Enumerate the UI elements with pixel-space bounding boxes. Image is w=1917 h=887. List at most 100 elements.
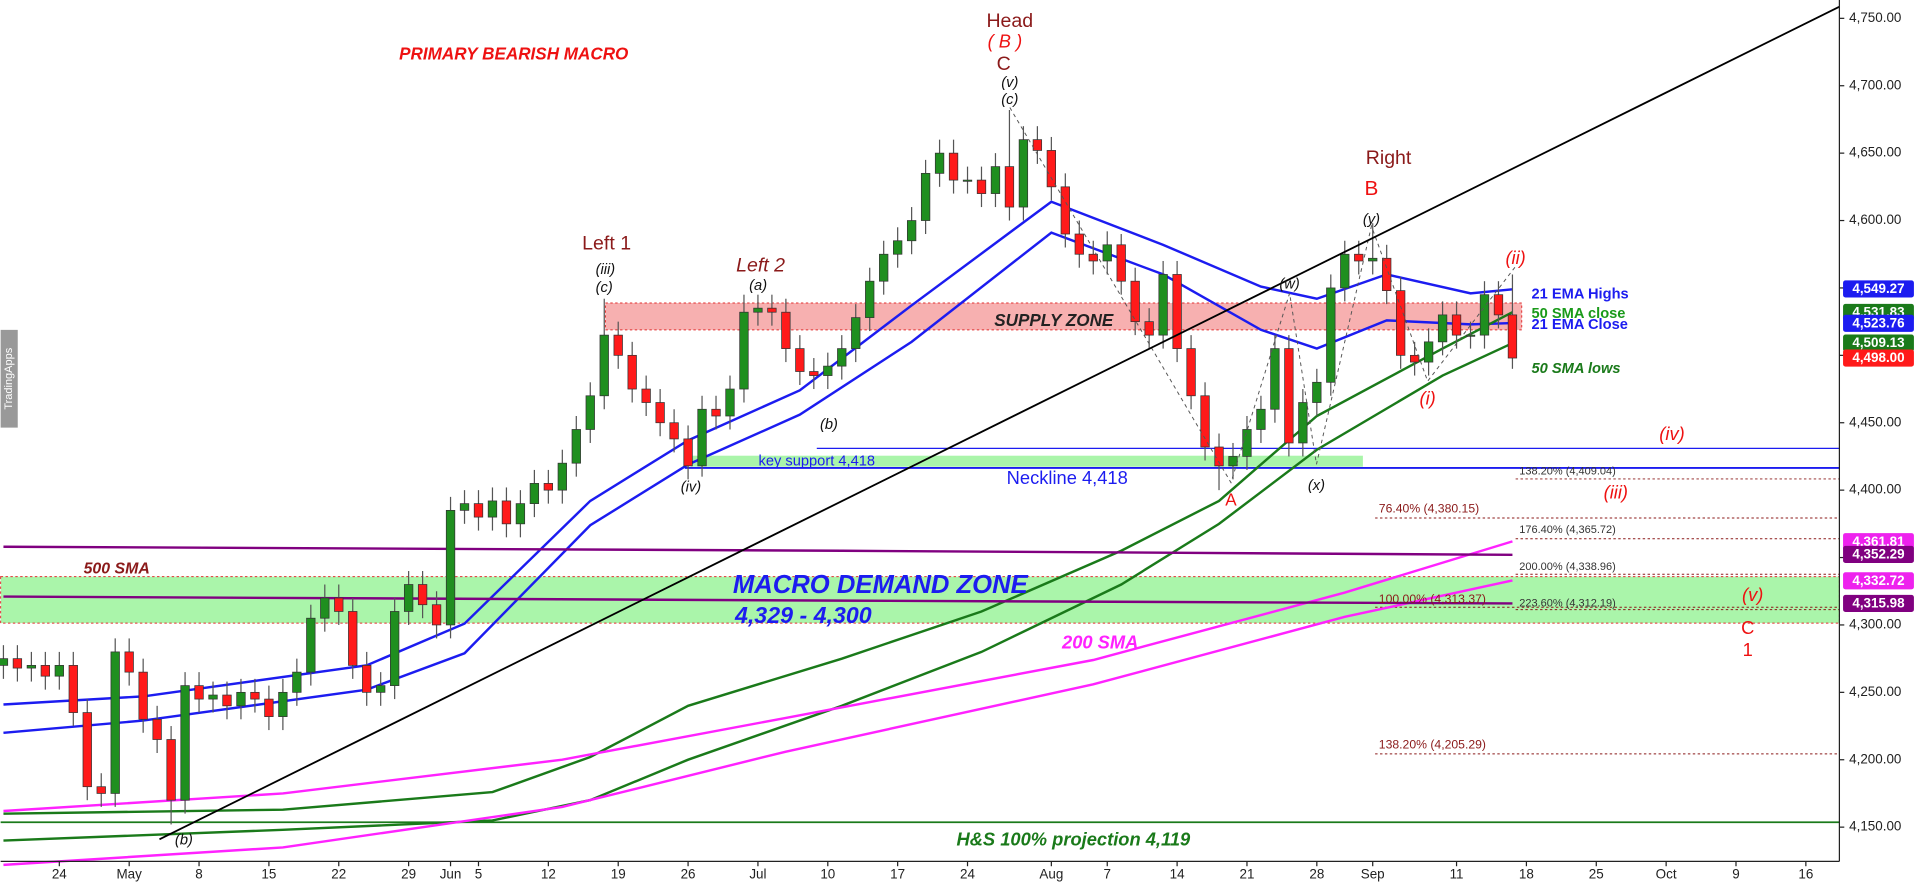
candle-body [194,685,204,700]
candle-body [1088,253,1098,262]
candle-body [152,718,162,740]
x-tick-label: 8 [195,866,202,881]
x-tick-label: 26 [681,866,696,881]
price-tag-label: 4,315.98 [1852,596,1905,611]
candle-body [320,597,330,619]
annotation: PRIMARY BEARISH MACRO [399,44,629,63]
candle-body [613,334,623,356]
candle-body [1102,244,1112,262]
wave-lines [1009,107,1517,484]
candle-body [278,691,288,717]
candle-body [68,665,78,713]
candle-body [417,584,428,606]
ma-line [3,231,1513,735]
y-tick-label: 4,600.00 [1849,212,1901,227]
candle-body [264,698,274,717]
candle-body [445,509,456,626]
candle-body [1368,257,1378,262]
candle-body [1018,139,1029,208]
ma-line [3,545,1513,557]
fib-label: 138.20% (4,205.29) [1379,737,1486,751]
annotation: Head [986,10,1033,32]
series-label: 200 SMA [1061,632,1138,653]
candle-body [459,503,470,511]
candle-body [1270,348,1280,410]
candle-body [54,665,64,677]
watermark-box [0,329,18,428]
x-tick-label: 29 [401,866,416,881]
candles [0,109,1518,825]
candle-body [837,348,847,367]
candle-body [250,691,260,700]
ma-line [3,540,1513,813]
candle-body [362,665,372,693]
candle-body [236,691,246,707]
candle-body [683,438,693,467]
candle-body [529,483,540,504]
annotation: C [997,53,1011,75]
annotation: Right [1366,147,1412,169]
candle-body [1354,253,1364,262]
candle-body [180,685,190,801]
trendline [159,2,1846,841]
candle-body [376,685,386,693]
candle-body [208,694,218,700]
price-tag-label: 4,352.29 [1852,547,1904,562]
ma-line [3,595,1513,605]
y-tick-label: 4,200.00 [1849,751,1901,766]
candle-body [795,348,805,372]
candle-body [962,179,973,182]
candle-body [403,584,414,612]
x-tick-label: 28 [1309,866,1324,881]
candle-body [124,651,134,673]
price-tags: 4,549.274,531.834,523.764,509.134,498.00… [1843,280,1914,612]
y-tick-label: 4,400.00 [1849,482,1901,497]
candle-body [1298,402,1308,444]
candle-body [292,671,302,693]
candle-body [501,500,512,525]
candle-body [893,240,903,255]
series-label: 50 SMA close [1532,306,1626,322]
fib-label: 138.20% (4,409.04) [1519,466,1616,478]
candle-body [823,365,833,376]
candle-body [348,611,358,666]
annotation: (iii) [596,262,616,278]
candle-body [990,166,1001,194]
price-tag-label: 4,549.27 [1852,281,1904,296]
candle-body [599,334,609,397]
price-tag-label: 4,361.81 [1852,534,1905,549]
x-tick-label: Aug [1039,866,1063,881]
x-tick-label: 24 [52,866,67,881]
y-tick-label: 4,700.00 [1849,77,1901,92]
candle-body [1451,314,1462,336]
candle-body [948,152,959,181]
candle-body [934,152,945,174]
candle-body [920,172,931,221]
candle-body [1046,150,1056,188]
candle-body [809,371,819,376]
price-tag [1843,533,1914,551]
candle-body [1326,287,1336,383]
x-tick-label: 7 [1104,866,1111,881]
candle-body [1437,314,1448,343]
wave-path [1009,107,1517,484]
candle-body [334,597,344,612]
annotation: (iv) [681,479,701,495]
x-tick-label: Oct [1656,866,1677,881]
annotation: (v) [1001,75,1018,91]
annotation: Left 2 [736,255,785,277]
price-tag [1843,594,1914,612]
price-tag [1843,545,1914,564]
candle-body [166,739,176,801]
axes: 4,150.004,200.004,250.004,300.004,350.00… [52,10,1902,881]
annotation: A [1225,490,1237,509]
candle-body [739,311,749,390]
fib-label: 200.00% (4,338.96) [1519,561,1616,573]
price-tag [1843,280,1914,298]
price-tag [1843,572,1914,590]
annotation: Left 1 [582,233,631,255]
candle-body [571,429,581,464]
x-tick-label: May [117,866,143,881]
candle-body [1396,290,1406,356]
fib-label: 100.00% (4,313.37) [1379,592,1486,606]
